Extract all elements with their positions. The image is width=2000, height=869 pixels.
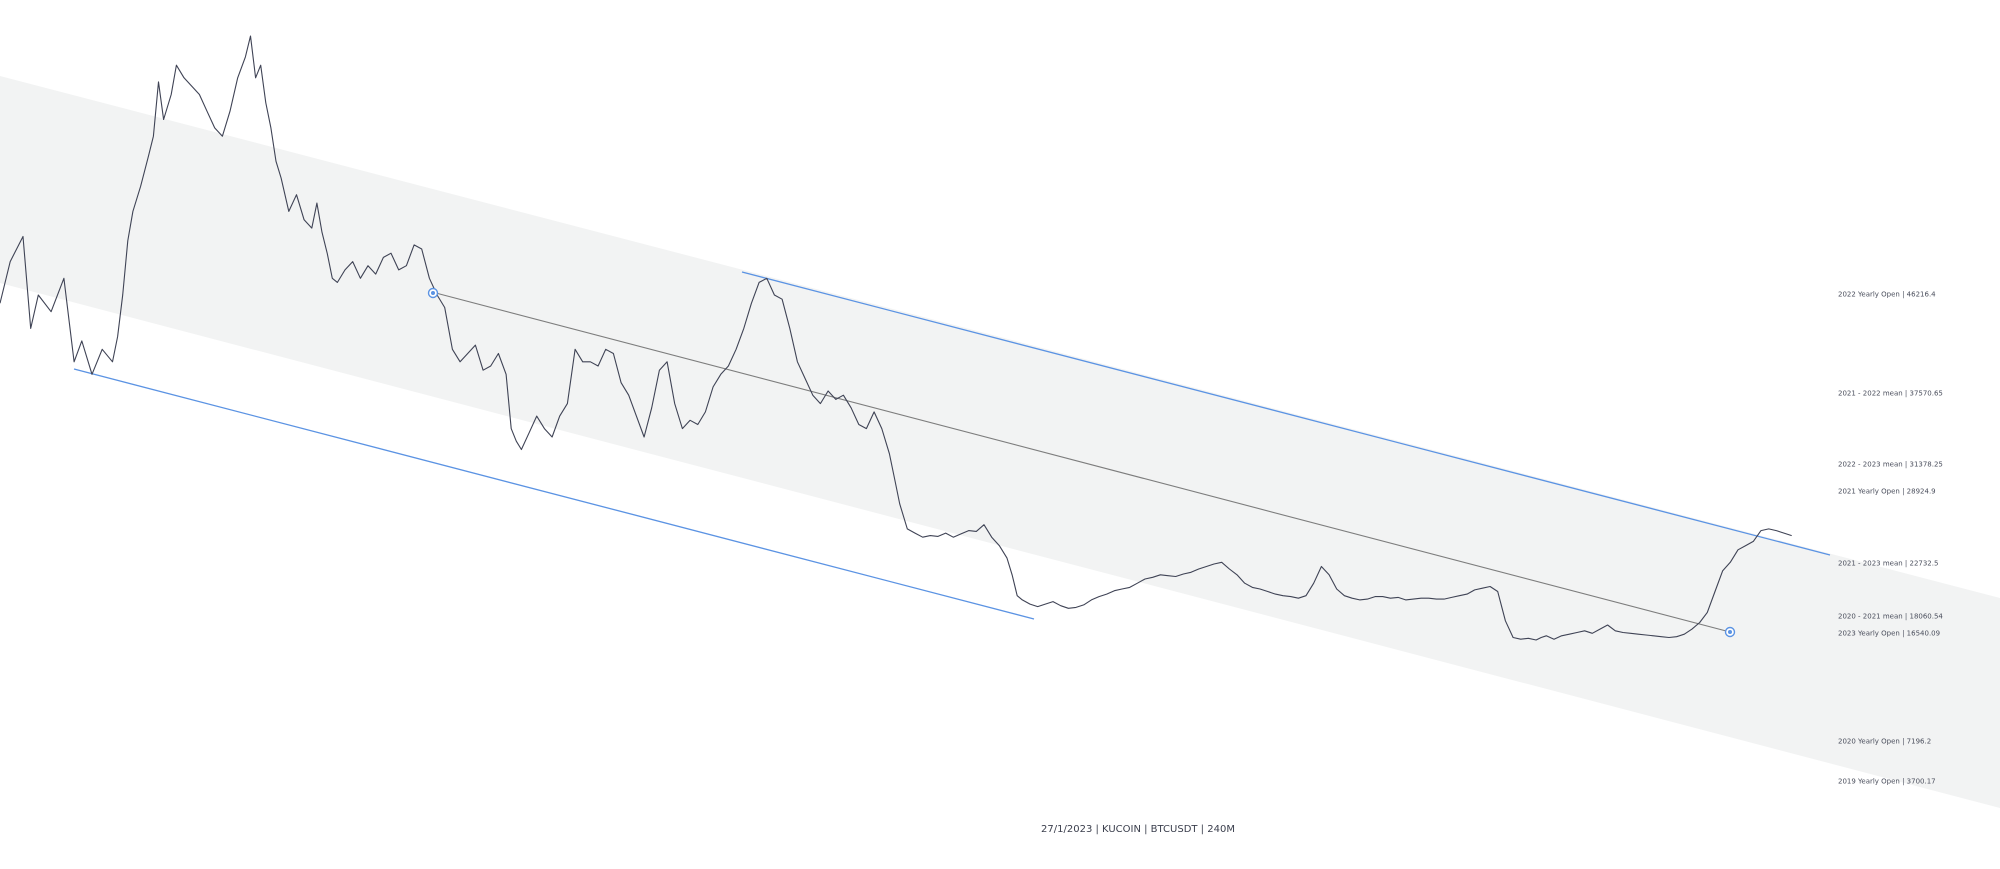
chart-footer-label: 27/1/2023 | KUCOIN | BTCUSDT | 240M <box>1041 824 1235 835</box>
channel-mid-line[interactable] <box>431 291 1731 633</box>
regression-channel-band <box>0 76 2000 808</box>
price-line <box>0 35 1792 641</box>
level-label: 2023 Yearly Open | 16540.09 <box>1838 630 1940 638</box>
level-label: 2019 Yearly Open | 3700.17 <box>1838 778 1936 786</box>
level-label: 2020 Yearly Open | 7196.2 <box>1838 738 1931 746</box>
level-label: 2022 Yearly Open | 46216.4 <box>1838 291 1936 299</box>
level-label: 2021 - 2023 mean | 22732.5 <box>1838 560 1938 568</box>
level-label: 2022 - 2023 mean | 31378.25 <box>1838 461 1943 469</box>
anchor-marker-left[interactable] <box>427 287 439 299</box>
anchor-marker-right[interactable] <box>1724 626 1736 638</box>
level-label: 2021 Yearly Open | 28924.9 <box>1838 488 1936 496</box>
channel-lower-line[interactable] <box>73 368 1035 620</box>
horizontal-level-labels: 2022 Yearly Open | 46216.4 2021 - 2022 me… <box>1838 291 1943 786</box>
level-label: 2021 - 2022 mean | 37570.65 <box>1838 390 1943 398</box>
level-label: 2020 - 2021 mean | 18060.54 <box>1838 613 1943 621</box>
channel-upper-line[interactable] <box>741 271 1831 556</box>
